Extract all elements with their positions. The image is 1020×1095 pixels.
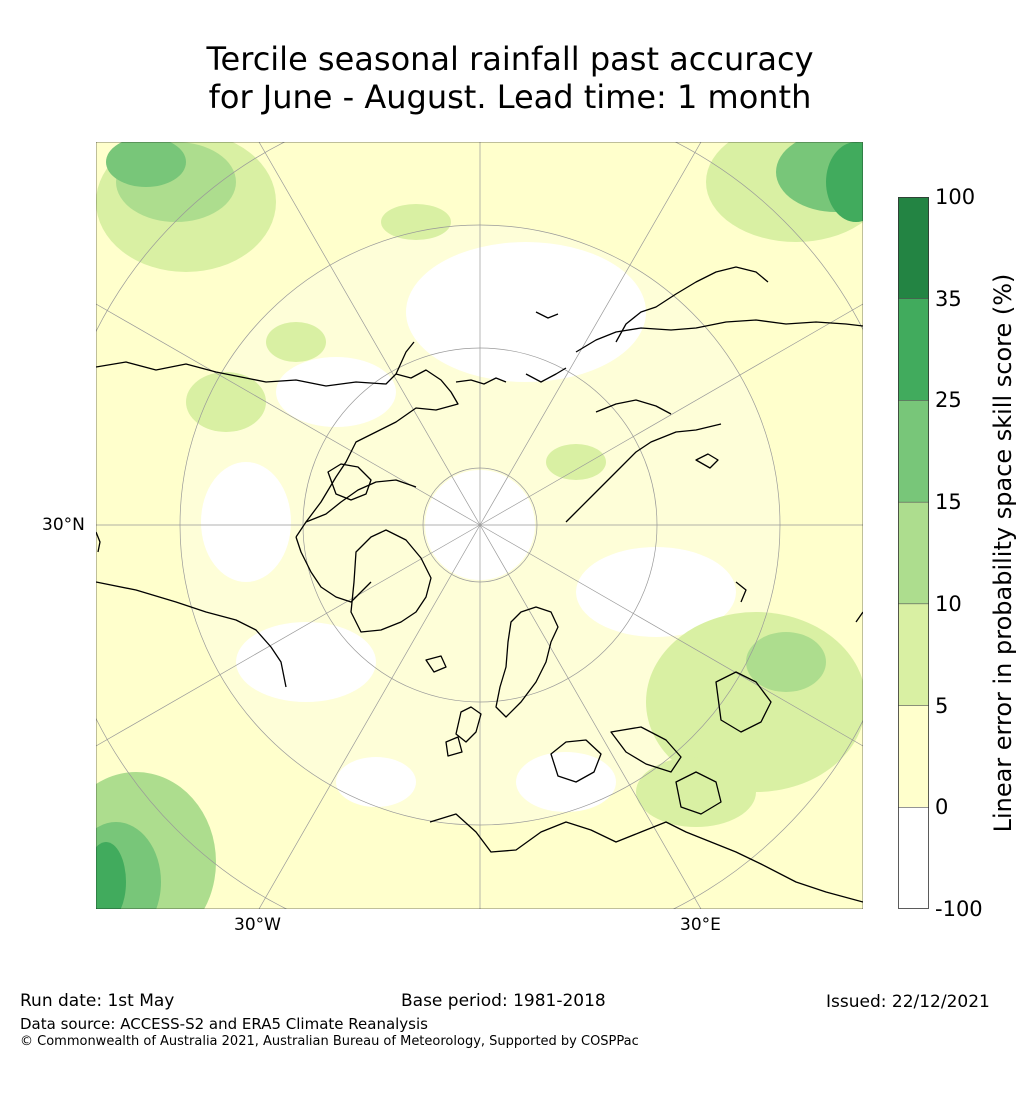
run-date: Run date: 1st May	[20, 991, 175, 1011]
colorbar-bin	[898, 807, 929, 909]
label-30w: 30°W	[234, 915, 281, 935]
title-line-1: Tercile seasonal rainfall past accuracy	[206, 40, 814, 78]
colorbar-tick-label: 100	[935, 185, 976, 209]
colorbar-bin	[898, 197, 929, 299]
colorbar-bin	[898, 298, 929, 401]
title-line-2: for June - August. Lead time: 1 month	[208, 78, 812, 116]
copyright: © Commonwealth of Australia 2021, Austra…	[20, 1034, 639, 1049]
data-source: Data source: ACCESS-S2 and ERA5 Climate …	[20, 1015, 428, 1033]
colorbar-tick-label: 25	[935, 388, 962, 413]
colorbar-bin	[898, 603, 929, 706]
graticule	[96, 142, 863, 909]
coastlines	[96, 266, 863, 903]
colorbar-bin	[898, 705, 929, 808]
colorbar	[898, 197, 929, 909]
colorbar-tick-label: 15	[935, 490, 962, 515]
base-period: Base period: 1981-2018	[401, 991, 606, 1011]
chart-title: Tercile seasonal rainfall past accuracy …	[0, 40, 1020, 116]
colorbar-tick-label: 5	[935, 693, 949, 718]
colorbar-bin	[898, 400, 929, 503]
colorbar-tick-label: 0	[935, 795, 949, 820]
colorbar-tick-label: -100	[935, 897, 983, 921]
label-30n: 30°N	[42, 515, 85, 535]
label-30e: 30°E	[680, 915, 721, 935]
issued-date: Issued: 22/12/2021	[826, 992, 990, 1012]
colorbar-title: Linear error in probability space skill …	[989, 273, 1017, 833]
colorbar-tick-label: 10	[935, 591, 962, 616]
polar-map	[96, 142, 863, 909]
colorbar-tick-label: 35	[935, 286, 962, 311]
colorbar-frame	[898, 197, 929, 909]
colorbar-bin	[898, 502, 929, 604]
